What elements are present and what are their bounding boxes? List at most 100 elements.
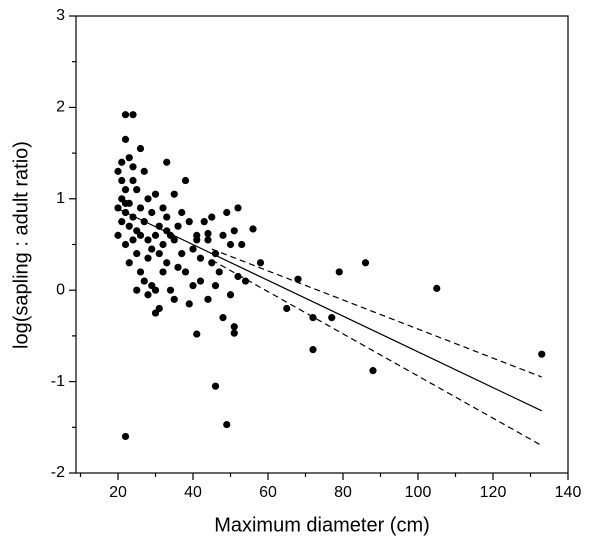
x-tick-label: 120 (480, 484, 507, 501)
data-point (148, 245, 156, 253)
data-point (238, 240, 246, 249)
data-point (174, 263, 182, 271)
data-point (125, 154, 133, 162)
data-point (234, 272, 242, 281)
y-tick-label: 1 (56, 190, 65, 207)
data-point (129, 176, 137, 185)
data-point (189, 245, 197, 253)
data-point (211, 250, 220, 258)
data-point (283, 304, 291, 313)
data-point (144, 195, 152, 203)
data-point (129, 213, 137, 221)
data-point (118, 218, 126, 226)
data-point (361, 259, 370, 267)
data-point (136, 204, 145, 212)
y-tick-label: -1 (51, 373, 65, 390)
data-point (163, 259, 171, 267)
data-point (185, 218, 193, 226)
regression-line (211, 259, 543, 447)
data-point (226, 240, 235, 249)
data-point (140, 277, 148, 285)
data-point (196, 277, 205, 285)
data-point (230, 329, 238, 337)
x-tick-label: 80 (334, 484, 352, 501)
data-point (369, 367, 377, 375)
data-point (181, 176, 190, 185)
y-tick-label: -2 (51, 464, 65, 481)
regression-line (211, 248, 542, 378)
data-point (166, 286, 175, 294)
data-point (136, 268, 145, 276)
data-point (234, 204, 242, 212)
data-point (148, 208, 156, 217)
data-point (256, 259, 265, 267)
data-point (294, 275, 302, 283)
data-point (193, 330, 201, 338)
data-point (121, 111, 130, 119)
data-point (219, 231, 227, 239)
data-point (140, 167, 148, 175)
data-point (129, 163, 137, 171)
data-point (309, 346, 317, 354)
data-point (170, 236, 178, 244)
data-point (335, 268, 343, 276)
data-point (114, 204, 122, 212)
data-point (118, 158, 126, 166)
y-tick-label: 3 (56, 7, 65, 24)
data-point (133, 186, 141, 194)
y-axis-title: log(sapling : adult ratio) (10, 141, 32, 349)
data-point (163, 158, 171, 166)
data-point (144, 291, 152, 299)
data-point (200, 218, 208, 226)
x-axis-title: Maximum diameter (cm) (214, 514, 430, 536)
data-point (241, 277, 250, 285)
data-point (204, 295, 212, 303)
data-point (163, 227, 171, 235)
x-tick-label: 140 (555, 484, 582, 501)
data-point (125, 259, 133, 267)
data-point (121, 208, 130, 217)
data-point (151, 231, 160, 239)
data-point (223, 420, 231, 429)
data-point (121, 135, 130, 143)
data-point (163, 213, 171, 221)
data-point (144, 236, 152, 244)
data-point (121, 240, 130, 249)
data-point (133, 250, 141, 258)
data-point (208, 213, 216, 221)
data-point (181, 268, 190, 276)
data-point (215, 268, 223, 276)
y-tick-label: 2 (56, 99, 65, 116)
data-point (433, 284, 441, 292)
data-point (129, 111, 137, 119)
data-point (155, 222, 163, 230)
data-point (155, 250, 163, 258)
data-point (230, 227, 238, 235)
data-point (226, 291, 235, 299)
data-point (178, 208, 186, 217)
data-point (121, 432, 130, 441)
data-point (178, 250, 186, 258)
data-point (140, 218, 148, 226)
data-point (144, 254, 152, 262)
x-tick-label: 60 (259, 484, 277, 501)
data-point (151, 190, 160, 198)
plot-frame (75, 15, 569, 474)
data-point (211, 282, 220, 290)
data-point (223, 208, 231, 217)
data-point (170, 295, 178, 303)
data-point (170, 190, 178, 198)
data-point (136, 231, 145, 239)
data-point (114, 167, 122, 175)
x-tick-label: 100 (405, 484, 432, 501)
data-point (159, 240, 167, 249)
data-point (230, 323, 238, 331)
data-point (249, 225, 257, 233)
data-point (125, 222, 133, 230)
data-point (328, 314, 336, 322)
data-point (114, 231, 122, 239)
data-point (174, 222, 182, 230)
data-point (129, 236, 137, 244)
